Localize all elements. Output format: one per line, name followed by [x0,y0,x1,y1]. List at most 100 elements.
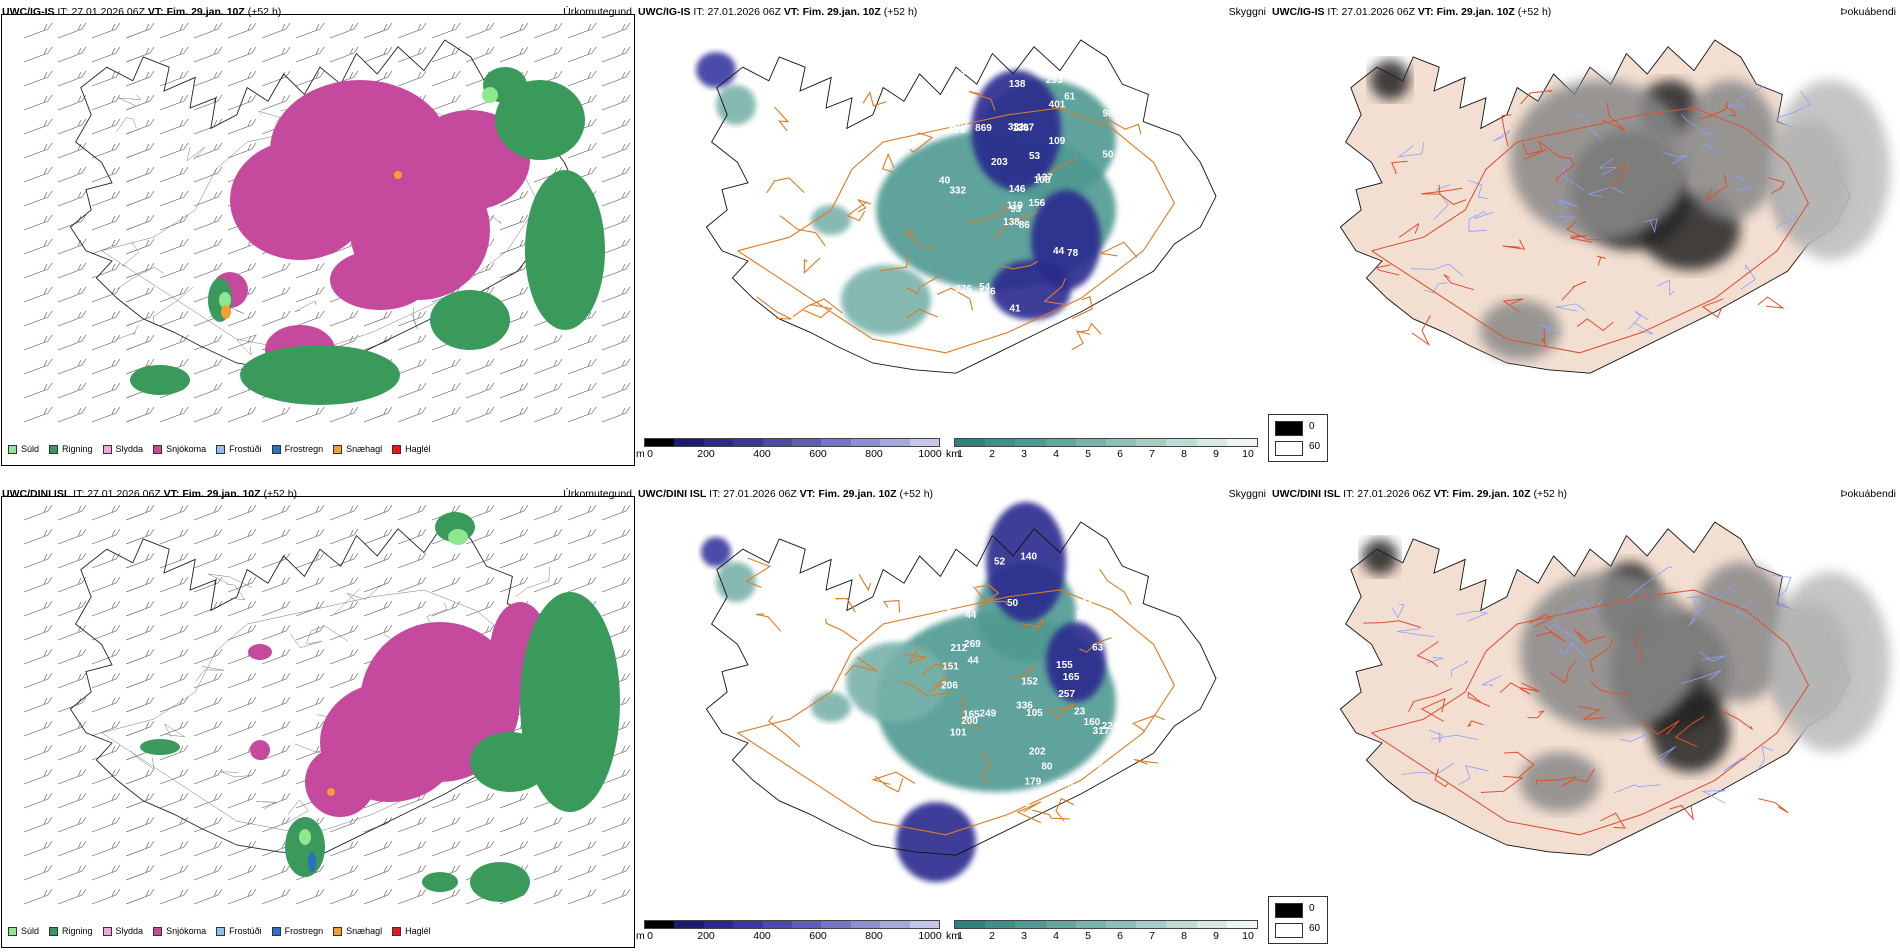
wind-barb [295,648,325,665]
legend-label: Snjókoma [166,444,207,454]
wind-barb [193,166,223,183]
fog-area [1680,80,1780,220]
colorbar-bin [1136,921,1167,928]
wind-barb [431,600,461,617]
wind-barb [533,406,563,423]
cloud-base-value: 86 [1019,220,1031,231]
wind-barb [23,648,53,665]
precip-map [23,22,631,423]
wind-barb [193,262,223,279]
precip-fields [140,512,620,902]
cloud-base-value: 46 [1103,806,1115,817]
wind-barb [193,792,223,809]
colorbar-strip [644,438,940,447]
precip-legend-item: Haglél [390,926,433,936]
cloud-base-value: 120 [948,125,965,136]
cloud-base-value: 288 [1056,779,1073,790]
colorbar-tick: 10 [1242,930,1254,942]
wind-barb [295,22,325,39]
cloud-base-value: 270 [1013,798,1030,809]
wind-barb [159,118,189,135]
wind-barb [363,624,393,641]
colorbar-tick: 0 [647,930,653,942]
visibility-colorbar: km 1 2 3 4 5 6 7 8 9 10 [946,438,1264,466]
it-label: IT: [57,6,69,18]
cloud-base-value: 177 [958,348,975,359]
cloud-base-value: 50 [1102,150,1114,161]
wind-barb [159,864,189,881]
wind-barb [125,190,155,207]
model-name: UWC/IG-IS [1272,6,1325,18]
cloud-base-value: 62 [1085,343,1097,354]
precip-fields [130,67,605,405]
vt-label: VT: [1433,488,1450,500]
wind-barb [261,816,291,833]
colorbar-tick: 9 [1213,930,1219,942]
colorbar-tick: 8 [1181,448,1187,460]
wind-barb [533,864,563,881]
wind-barb [193,190,223,207]
wind-barb [261,22,291,39]
wind-barb [295,46,325,63]
wind-barb [23,70,53,87]
wind-barb [295,552,325,569]
cloud-base-value: 78 [1067,248,1079,259]
wind-barb [499,528,529,545]
colorbar-tick: 3 [1021,448,1027,460]
wind-barb [601,406,631,423]
visibility-area [841,265,931,335]
legend-label: Slydda [115,444,144,454]
wind-barb [159,888,189,905]
wind-barb [227,22,257,39]
wind-barb [159,142,189,159]
wind-barb [567,358,597,375]
wind-barb [23,840,53,857]
cloud-base-value: 558 [934,603,951,614]
wind-barb [533,382,563,399]
wind-barb [499,214,529,231]
wind-barb [601,262,631,279]
wind-barb [601,600,631,617]
wind-barb [601,286,631,303]
cloud-base-value: 69 [1105,622,1117,633]
wind-barb [499,816,529,833]
colorbar-unit: m [636,448,645,460]
wind-barb [23,864,53,881]
legend-swatch [392,926,402,936]
colorbar-bin [955,439,986,446]
wind-barb [57,816,87,833]
lead-time: (+52 h) [247,6,282,18]
wind-barb [23,624,53,641]
colorbar-tick: 400 [753,448,771,460]
it-label: IT: [73,488,85,500]
wind-barb [431,504,461,521]
precip-area [394,171,402,179]
wind-barb [91,46,121,63]
wind-barb [601,70,631,87]
wind-barb [295,406,325,423]
colorbar-bin [985,921,1016,928]
it-label: IT: [709,488,721,500]
wind-barb [295,672,325,689]
wind-barb [91,190,121,207]
cloud-base-value: 186 [985,799,1002,810]
wind-barb [159,648,189,665]
it-value: 27.01.2026 06Z [1357,488,1431,500]
cloud-base-value: 23 [1074,707,1086,718]
lead-time: (+52 h) [1517,6,1552,18]
legend-label: Súld [21,926,40,936]
colorbar-bin [645,439,675,446]
wind-barb [465,528,495,545]
wind-barb [329,864,359,881]
cloud-base-value: 293 [1046,75,1063,86]
wind-barb [91,720,121,737]
wind-barb [431,22,461,39]
wind-barb [261,864,291,881]
wind-barb [193,888,223,905]
wind-barb [601,504,631,521]
wind-barb [329,648,359,665]
cloud-base-value: 109 [1049,136,1066,147]
fog-area [1362,539,1398,575]
model-name: UWC/IG-IS [2,6,55,18]
model-name: UWC/DINI ISL [2,488,71,500]
